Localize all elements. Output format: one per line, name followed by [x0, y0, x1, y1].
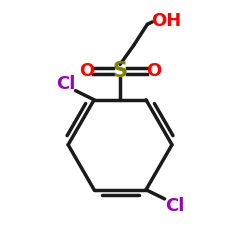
- Text: Cl: Cl: [56, 75, 75, 93]
- Text: OH: OH: [151, 12, 181, 30]
- Text: S: S: [112, 62, 128, 82]
- Text: Cl: Cl: [165, 197, 184, 215]
- Text: O: O: [79, 62, 94, 80]
- Text: O: O: [146, 62, 161, 80]
